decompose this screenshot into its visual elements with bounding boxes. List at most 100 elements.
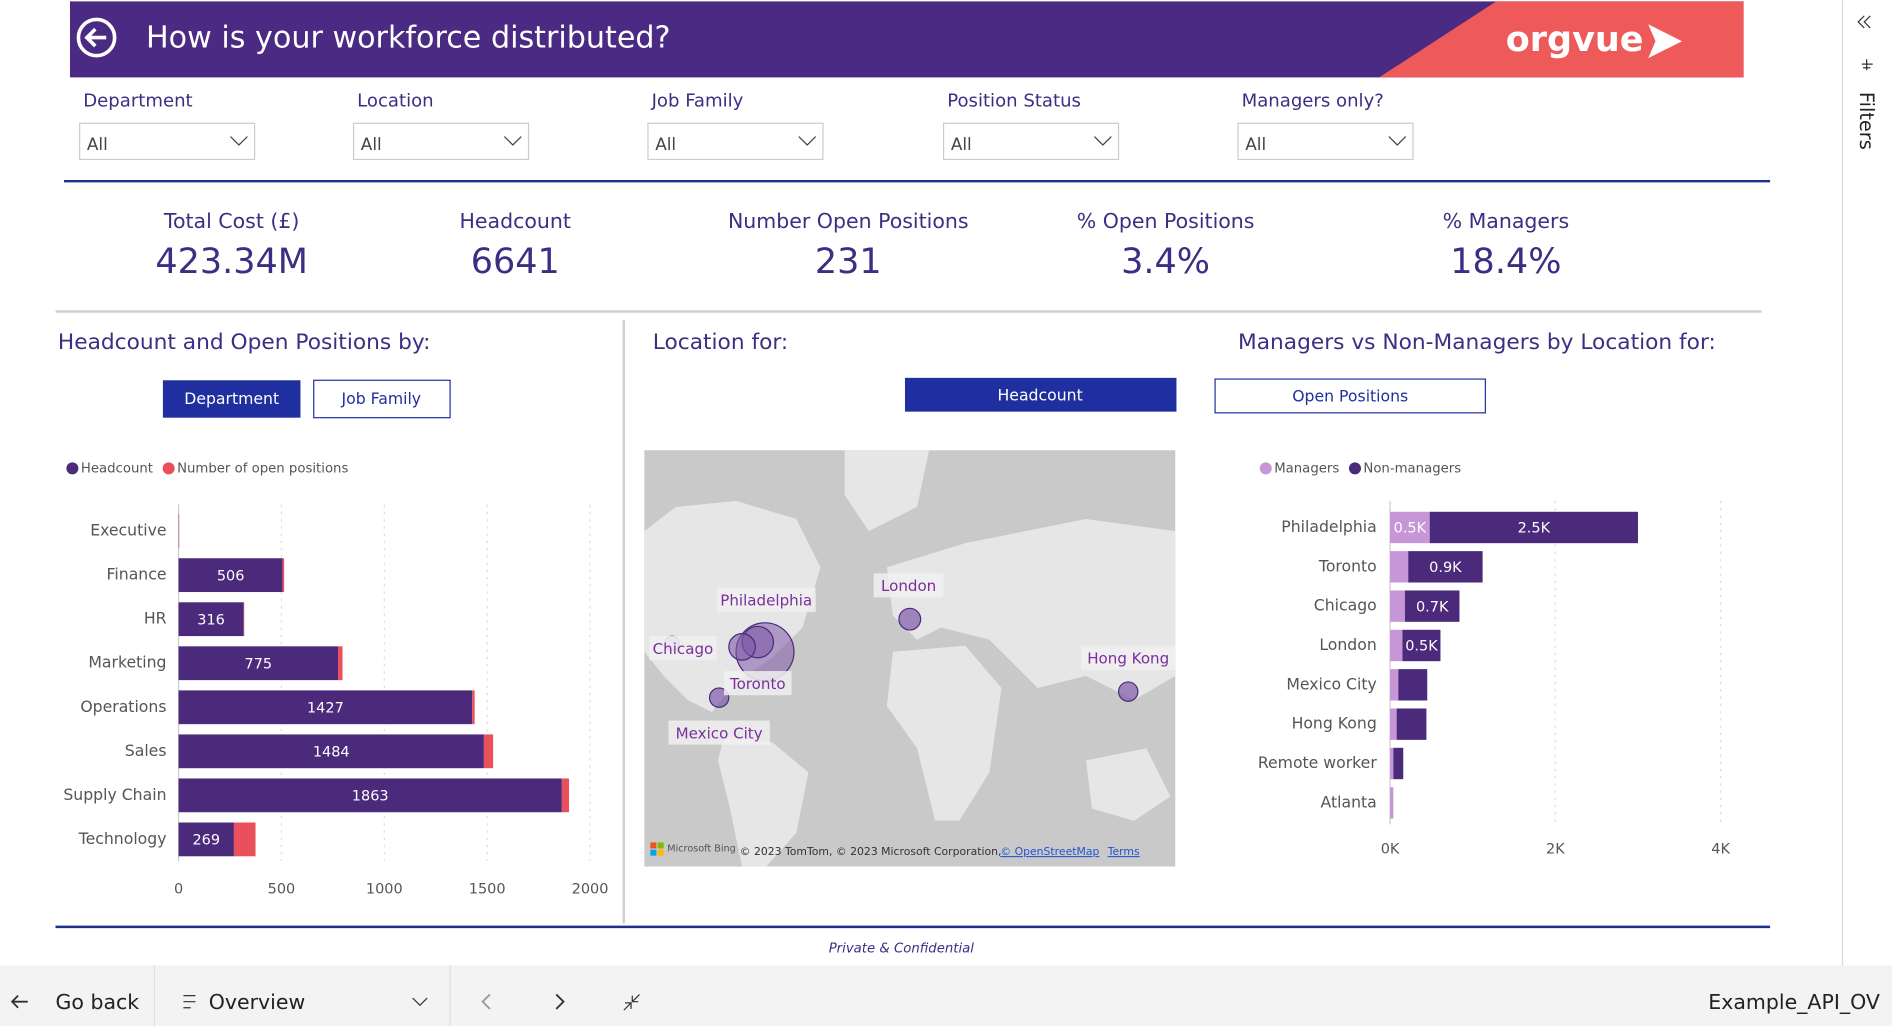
bar-segment[interactable] [178,646,339,681]
bar-segment[interactable] [1396,708,1427,740]
bar-segment[interactable] [1390,551,1409,583]
chevron[interactable] [412,997,428,1007]
bar-segment[interactable] [178,734,484,769]
bar-segment[interactable] [178,778,562,813]
data-label: 0.7K [1416,599,1449,615]
toggle-button[interactable] [1214,378,1486,414]
toggle-button[interactable] [313,379,451,419]
bar-segment[interactable] [178,602,244,637]
bar-segment[interactable] [472,690,475,725]
bar-segment[interactable] [178,822,234,857]
footer-note: Private & Confidential [829,942,975,957]
bar-segment[interactable] [1402,629,1441,662]
x-tick-label: 0 [174,881,183,897]
x-tick-label: 1500 [469,881,506,897]
panel-title: Managers vs Non-Managers by Location for… [1238,330,1716,355]
fit-icon[interactable] [623,994,640,1011]
map[interactable]: Philadelphia London Chicago Toronto Hong… [644,450,1176,867]
bar-segment[interactable] [1393,747,1404,780]
y-tick-label: Mexico City [1286,674,1376,693]
x-tick-label: 2000 [572,881,609,897]
bar-segment[interactable] [1398,669,1428,701]
bing-logo [657,842,664,849]
toggle-button[interactable] [904,377,1177,412]
bar-segment[interactable] [1390,511,1430,544]
map-land [1085,748,1171,821]
y-tick-label: Philadelphia [1281,517,1376,536]
kpi-label: Headcount [460,209,571,233]
pages-icon [183,995,196,1009]
bar-segment[interactable] [178,558,283,593]
filters-tab[interactable]: Filters [1855,92,1878,150]
bar-segment[interactable] [1390,747,1394,780]
data-label: 1484 [313,745,350,761]
logo-icon [1648,24,1683,59]
bar-segment[interactable] [1408,551,1483,583]
y-tick-label: Atlanta [1321,792,1377,811]
kpi-label: Total Cost (£) [163,209,300,233]
bar-segment[interactable] [1429,511,1639,544]
prev-page[interactable] [481,993,491,1010]
dropdown-value: All [951,134,972,154]
dropdown-value: All [1245,134,1266,154]
y-tick-label: Remote worker [1258,753,1377,772]
attribution-link[interactable]: © OpenStreetMap [1000,845,1099,858]
bar-segment[interactable] [282,558,285,593]
dropdown[interactable] [79,122,256,161]
y-tick-label: Toronto [1318,556,1377,575]
bar-segment[interactable] [178,690,473,725]
x-tick-label: 500 [268,881,296,897]
bar-segment[interactable] [1390,629,1403,662]
map-bubble[interactable] [728,633,756,661]
back-button[interactable] [76,17,117,58]
bar-segment[interactable] [483,734,494,769]
x-tick-label: 0K [1381,842,1400,858]
go-back[interactable]: Go back [56,990,140,1014]
dropdown-value: All [87,134,108,154]
data-label: 0.5K [1405,639,1438,655]
label-bg [668,720,770,745]
page-selector[interactable]: Overview [209,990,306,1014]
bar-segment[interactable] [1390,787,1394,819]
data-label: 1863 [352,789,389,805]
bar-segment[interactable] [1404,590,1460,622]
dropdown[interactable] [1237,122,1414,161]
bar-segment[interactable] [1390,708,1397,740]
bing-logo [650,849,657,856]
y-tick-label: Technology [78,829,167,848]
button-label: Open Positions [1292,387,1408,406]
dropdown[interactable] [352,122,530,161]
filter-label: Location [357,91,433,112]
attribution: © 2023 TomTom, © 2023 Microsoft Corporat… [740,845,1002,858]
map-bubble[interactable] [898,607,922,631]
y-tick-label: Operations [80,697,166,716]
nav-bar [0,965,1892,1026]
attribution-link[interactable]: Terms [1107,845,1140,858]
chevron [1388,136,1407,146]
dropdown[interactable] [942,122,1120,161]
filter-icon [1861,59,1873,71]
legend-label: Managers [1274,461,1339,476]
next-page[interactable] [555,993,565,1010]
dropdown[interactable] [647,122,824,161]
bar-segment[interactable] [1390,669,1399,701]
map-bubble[interactable] [1117,681,1139,702]
kpi-label: Number Open Positions [728,209,969,233]
chevron [798,136,817,146]
x-tick-label: 1000 [366,881,403,897]
bar-segment[interactable] [243,602,245,637]
legend-label: Number of open positions [177,461,348,476]
filter-label: Managers only? [1242,91,1384,112]
toggle-button[interactable] [162,380,301,418]
panel-title: Headcount and Open Positions by: [58,330,431,355]
collapse-icon[interactable] [1857,15,1871,29]
dropdown-value: All [655,134,676,154]
bar-segment[interactable] [338,646,343,681]
bar-segment[interactable] [233,822,256,857]
bar-segment[interactable] [561,778,570,813]
data-label: 775 [244,656,272,672]
back-arrow [10,995,28,1009]
data-label: 2.5K [1518,521,1551,537]
bar-segment[interactable] [1390,590,1405,622]
